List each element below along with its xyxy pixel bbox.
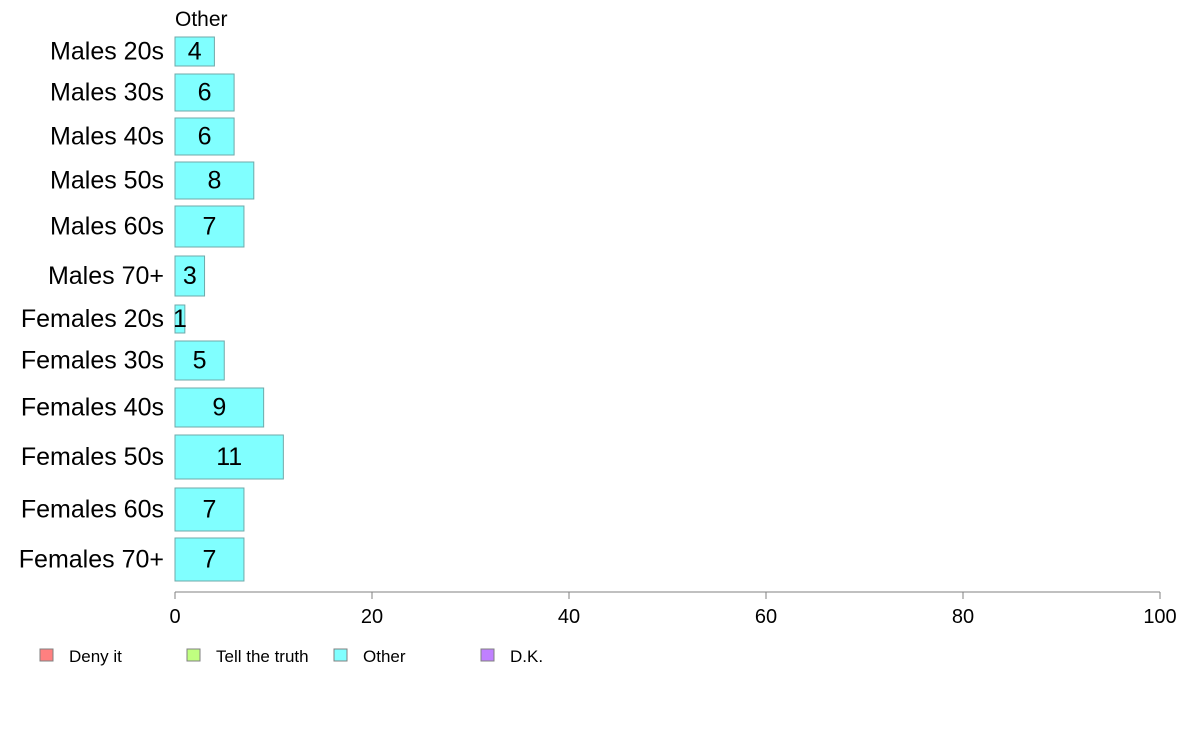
bar xyxy=(174,304,186,334)
legend-label: D.K. xyxy=(510,647,543,666)
category-label: Males 70+ xyxy=(48,262,164,290)
bar xyxy=(174,340,225,381)
legend: Deny it Tell the truth Other D.K. xyxy=(39,647,543,666)
category-label: Males 60s xyxy=(50,213,164,241)
bar xyxy=(174,387,265,428)
x-tick-label: 40 xyxy=(558,606,580,628)
bar xyxy=(174,434,284,480)
data-label: 4 xyxy=(188,38,202,66)
data-label: 6 xyxy=(198,79,212,107)
bar xyxy=(174,117,235,156)
data-label: 11 xyxy=(216,443,242,471)
legend-swatch xyxy=(480,648,495,662)
category-label: Females 40s xyxy=(21,394,164,422)
bar xyxy=(174,205,245,248)
data-label: 5 xyxy=(193,347,207,375)
category-labels: Males 20s Males 30s Males 40s Males 50s Male… xyxy=(19,38,164,574)
category-label: Males 20s xyxy=(50,38,164,66)
data-label: 9 xyxy=(212,394,226,422)
bar xyxy=(174,255,206,297)
x-tick-label: 60 xyxy=(755,606,777,628)
data-label: 3 xyxy=(183,262,197,290)
series-header: Other xyxy=(175,8,228,31)
category-label: Males 40s xyxy=(50,123,164,151)
data-label: 8 xyxy=(207,167,221,195)
data-label: 7 xyxy=(203,546,217,574)
legend-swatch xyxy=(39,648,54,662)
data-label: 7 xyxy=(203,213,217,241)
bar xyxy=(174,36,215,67)
data-label: 1 xyxy=(173,305,187,333)
x-tick-label: 20 xyxy=(361,606,383,628)
x-tick-label: 80 xyxy=(952,606,974,628)
bars-group xyxy=(174,36,284,582)
category-label: Males 50s xyxy=(50,167,164,195)
legend-swatch xyxy=(186,648,201,662)
category-label: Females 60s xyxy=(21,496,164,524)
data-label: 6 xyxy=(198,123,212,151)
legend-label: Tell the truth xyxy=(216,647,309,666)
bar xyxy=(174,73,235,112)
bar xyxy=(174,537,245,582)
data-label: 7 xyxy=(203,496,217,524)
category-label: Females 70+ xyxy=(19,546,164,574)
x-tick-label: 0 xyxy=(169,606,180,628)
x-tick-label: 100 xyxy=(1143,606,1176,628)
legend-swatch xyxy=(333,648,348,662)
x-axis: 0 20 40 60 80 100 xyxy=(169,591,1177,628)
legend-label: Deny it xyxy=(69,647,122,666)
category-label: Females 30s xyxy=(21,347,164,375)
legend-label: Other xyxy=(363,647,406,666)
bar xyxy=(174,487,245,532)
bar xyxy=(174,161,255,200)
category-label: Females 50s xyxy=(21,443,164,471)
category-label: Males 30s xyxy=(50,79,164,107)
category-label: Females 20s xyxy=(21,305,164,333)
